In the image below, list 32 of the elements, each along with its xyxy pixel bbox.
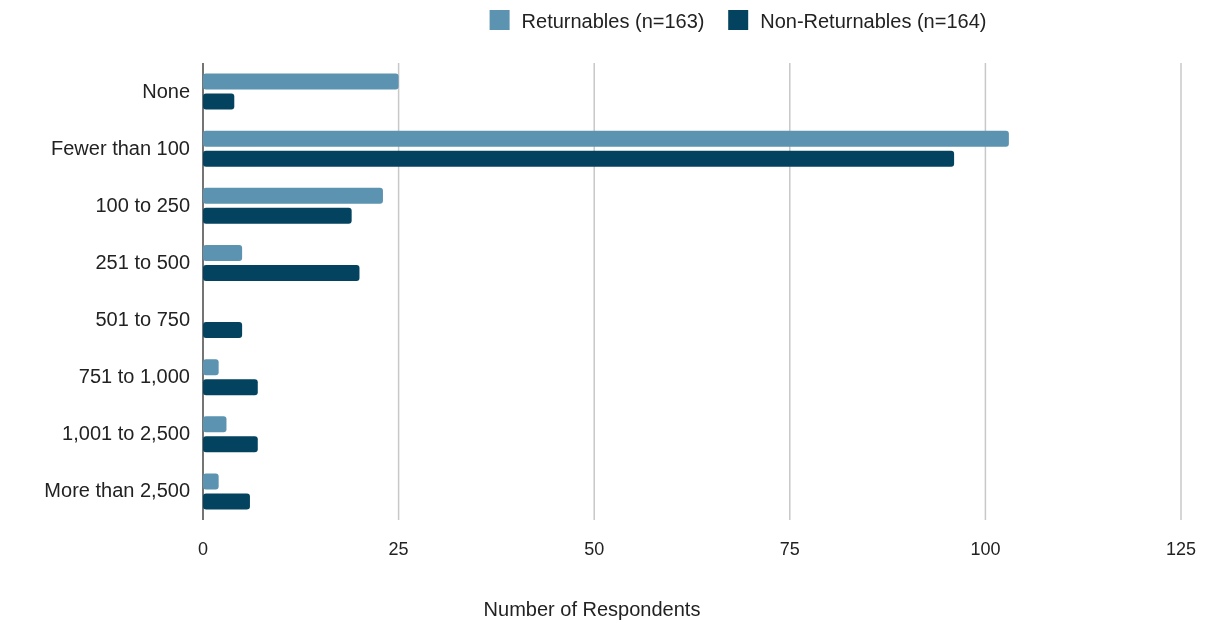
y-tick-label: More than 2,500	[44, 479, 190, 502]
bar	[203, 473, 219, 490]
legend-label: Non-Returnables (n=164)	[760, 10, 987, 32]
bar	[203, 416, 227, 433]
x-tick-label: 0	[197, 539, 209, 559]
y-tick-label: None	[142, 79, 190, 102]
bar	[203, 93, 235, 110]
bar	[203, 187, 383, 204]
y-tick-label: 501 to 750	[95, 308, 190, 331]
bar	[203, 150, 955, 167]
bar	[203, 130, 1009, 147]
y-tick-label: 100 to 250	[95, 193, 190, 216]
y-tick-label: 251 to 500	[95, 250, 190, 273]
bar	[203, 264, 360, 281]
bar	[203, 493, 250, 510]
legend-label: Returnables (n=163)	[521, 10, 705, 32]
y-tick-label: 1,001 to 2,500	[62, 422, 190, 445]
x-tick-label: 75	[779, 539, 800, 559]
x-tick-label: 100	[970, 539, 1001, 559]
bar	[203, 244, 243, 261]
bar	[203, 207, 352, 224]
bar	[203, 379, 258, 396]
bar	[203, 322, 243, 339]
bar	[203, 359, 219, 376]
x-tick-label: 50	[584, 539, 605, 559]
y-tick-label: Fewer than 100	[51, 136, 190, 159]
x-tick-label: 125	[1165, 539, 1197, 559]
bar	[203, 436, 258, 453]
x-tick-label: 25	[388, 539, 409, 559]
x-axis-title: Number of Respondents	[483, 598, 701, 620]
bar	[203, 73, 399, 90]
y-tick-label: 751 to 1,000	[78, 365, 190, 388]
